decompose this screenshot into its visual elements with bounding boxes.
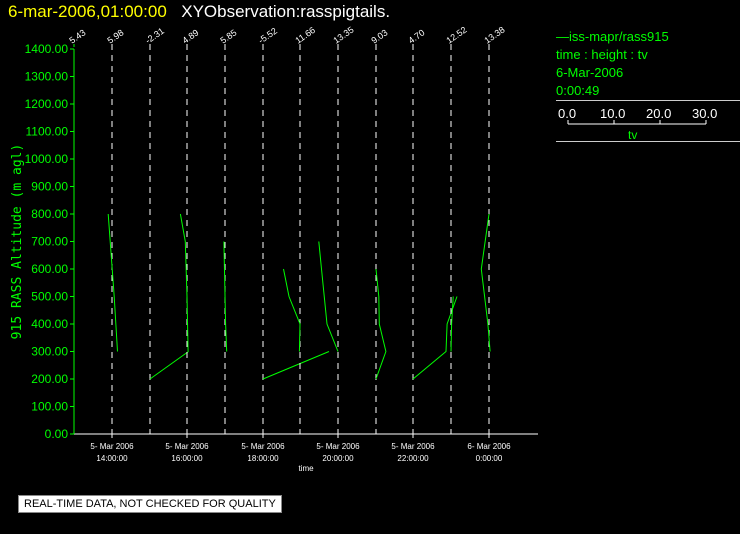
profile-reference-value: 5.98	[105, 27, 125, 45]
legend-panel: —iss-mapr/rass915 time : height : tv 6-M…	[556, 28, 740, 100]
x-tick-label-date: 6- Mar 2006	[467, 442, 511, 451]
profile-series-line	[412, 296, 458, 380]
x-tick-label-time: 22:00:00	[397, 454, 429, 463]
y-tick-label: 300.00	[31, 345, 68, 359]
profile-series-line	[318, 241, 339, 352]
profile-series-line	[223, 241, 228, 352]
profile-series-line	[450, 296, 454, 352]
x-tick-label-date: 5- Mar 2006	[241, 442, 285, 451]
y-tick-label: 600.00	[31, 262, 68, 276]
y-axis-label: 915 RASS Altitude (m agl)	[10, 144, 25, 340]
legend-divider-top	[556, 100, 740, 101]
profile-reference-value: 4.70	[406, 27, 426, 45]
y-tick-label: 800.00	[31, 207, 68, 221]
profile-reference-value: 4.89	[180, 27, 200, 45]
y-tick-label: 700.00	[31, 235, 68, 249]
y-tick-label: 1400.00	[25, 42, 69, 56]
profile-reference-value: 5.43	[67, 27, 87, 45]
x-tick-label-date: 5- Mar 2006	[391, 442, 435, 451]
y-tick-label: 200.00	[31, 372, 68, 386]
chart-header: 6-mar-2006,01:00:00 XYObservation:rasspi…	[8, 2, 390, 24]
profile-series-line	[262, 351, 330, 380]
tv-scale: 0.0 10.0 20.0 30.0 tv	[556, 102, 740, 142]
tv-scale-axis	[567, 120, 707, 125]
y-tick-label: 1100.00	[26, 125, 69, 139]
header-observation: XYObservation:rasspigtails.	[181, 2, 391, 21]
x-tick-label-date: 5- Mar 2006	[90, 442, 134, 451]
profile-reference-value: 13.35	[331, 25, 355, 46]
profile-series-line	[149, 351, 189, 380]
profile-reference-value: 5.85	[218, 27, 238, 45]
profile-series-line	[375, 268, 387, 380]
profile-reference-value: 11.66	[293, 25, 317, 46]
x-tick-label-time: 20:00:00	[322, 454, 354, 463]
legend-time: 0:00:49	[556, 83, 600, 98]
y-tick-label: 1200.00	[25, 97, 69, 111]
profile-reference-value: -5.52	[256, 26, 279, 46]
legend-series: —iss-mapr/rass915	[556, 29, 669, 44]
profile-reference-value: 12.52	[444, 25, 468, 46]
x-axis-label: time	[298, 464, 314, 473]
y-tick-label: 400.00	[31, 317, 68, 331]
tv-scale-unit: tv	[628, 128, 638, 142]
profile-series-line	[179, 213, 189, 352]
tv-scale-label-2: 20.0	[646, 106, 672, 121]
x-tick-label-date: 5- Mar 2006	[165, 442, 209, 451]
profile-reference-value: 13.38	[482, 25, 506, 46]
x-tick-label-date: 5- Mar 2006	[316, 442, 360, 451]
tv-scale-label-1: 10.0	[600, 106, 626, 121]
profile-series-line	[107, 213, 118, 352]
profile-series-line	[283, 268, 301, 352]
y-tick-label: 500.00	[31, 290, 68, 304]
y-tick-label: 100.00	[31, 400, 68, 414]
y-tick-label: 1300.00	[25, 70, 69, 84]
legend-date: 6-Mar-2006	[556, 65, 624, 80]
tv-scale-label-0: 0.0	[558, 106, 577, 121]
x-tick-label-time: 18:00:00	[247, 454, 279, 463]
y-tick-label: 1000.00	[25, 152, 69, 166]
x-tick-label-time: 14:00:00	[96, 454, 128, 463]
quality-warning: REAL-TIME DATA, NOT CHECKED FOR QUALITY	[18, 495, 282, 513]
header-datetime: 6-mar-2006,01:00:00	[8, 2, 167, 21]
x-tick-label-time: 0:00:00	[476, 454, 503, 463]
legend-variables: time : height : tv	[556, 47, 648, 62]
profile-reference-value: 9.03	[369, 27, 389, 45]
y-tick-label: 0.00	[45, 427, 69, 441]
y-tick-label: 900.00	[31, 180, 68, 194]
profile-series-line	[480, 213, 491, 352]
profile-reference-value: -2.31	[143, 26, 166, 46]
x-tick-label-time: 16:00:00	[171, 454, 203, 463]
tv-scale-label-3: 30.0	[692, 106, 718, 121]
legend-divider-bottom	[556, 141, 740, 142]
